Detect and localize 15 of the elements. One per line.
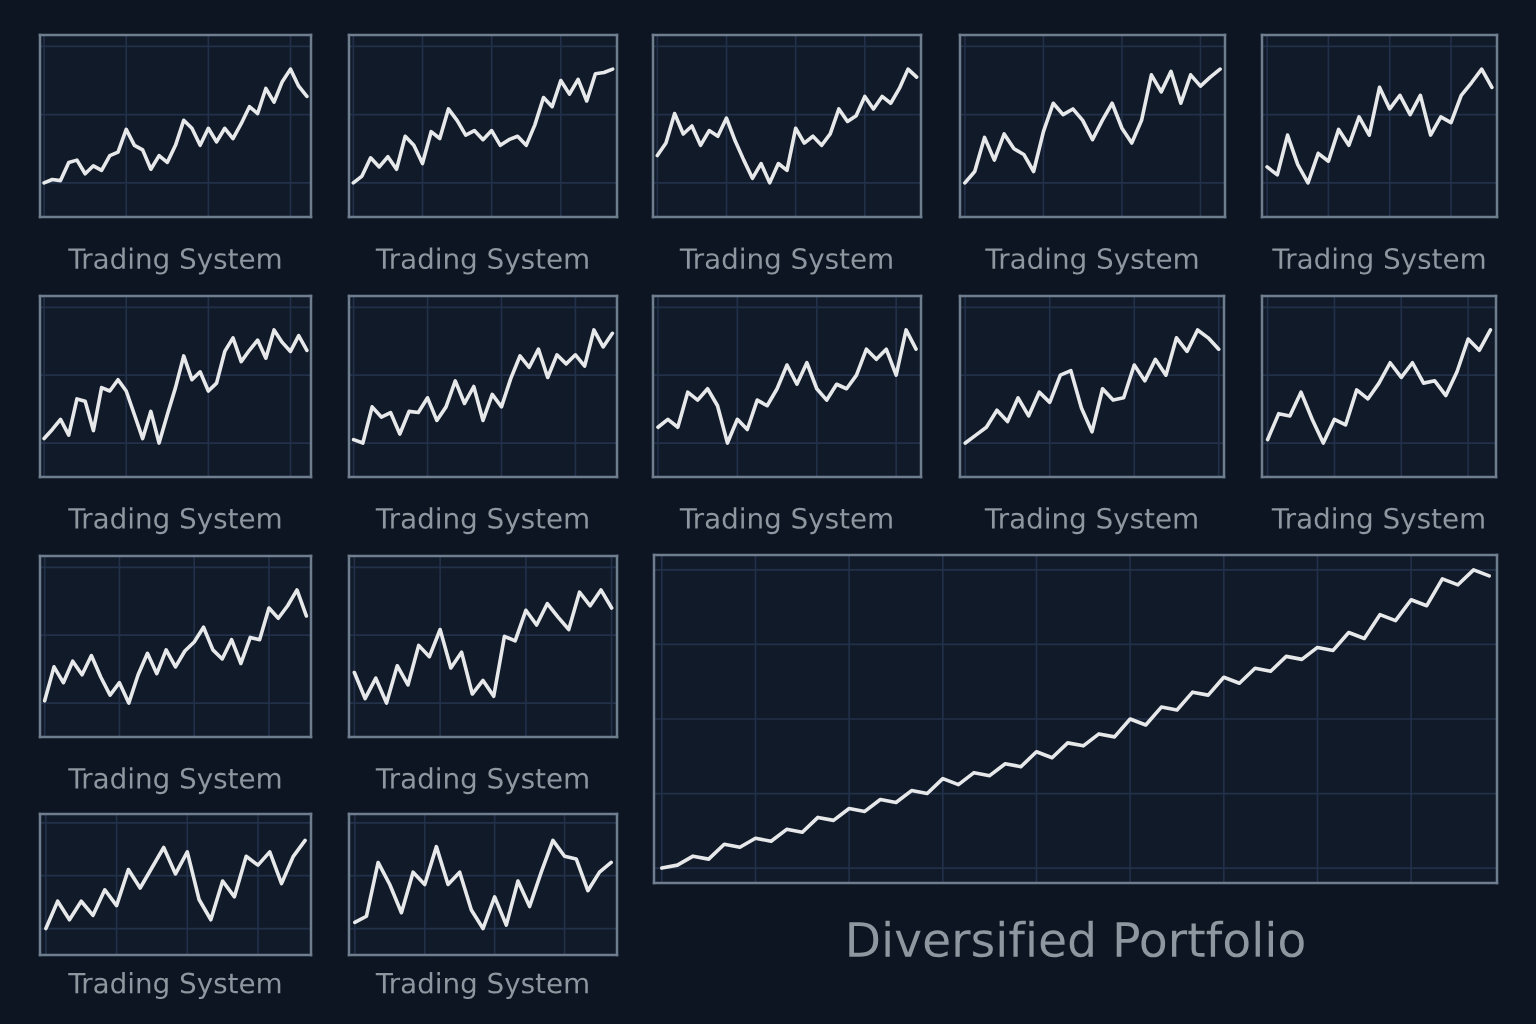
text: Trading System xyxy=(68,247,281,275)
text: Trading System xyxy=(375,247,588,275)
text: Trading System xyxy=(679,247,892,275)
text: Trading System xyxy=(985,247,1198,275)
text: Trading System xyxy=(1272,247,1485,275)
text: Trading System xyxy=(1271,507,1484,535)
text: Trading System xyxy=(679,507,892,535)
text: Trading System xyxy=(68,507,281,535)
text: Trading System xyxy=(375,972,588,999)
text: Trading System xyxy=(375,507,588,535)
text: Trading System xyxy=(68,767,281,795)
text: Trading System xyxy=(375,767,588,795)
text: Trading System xyxy=(68,972,281,999)
text: Diversified Portfolio xyxy=(849,920,1304,958)
text: Trading System xyxy=(984,507,1197,535)
